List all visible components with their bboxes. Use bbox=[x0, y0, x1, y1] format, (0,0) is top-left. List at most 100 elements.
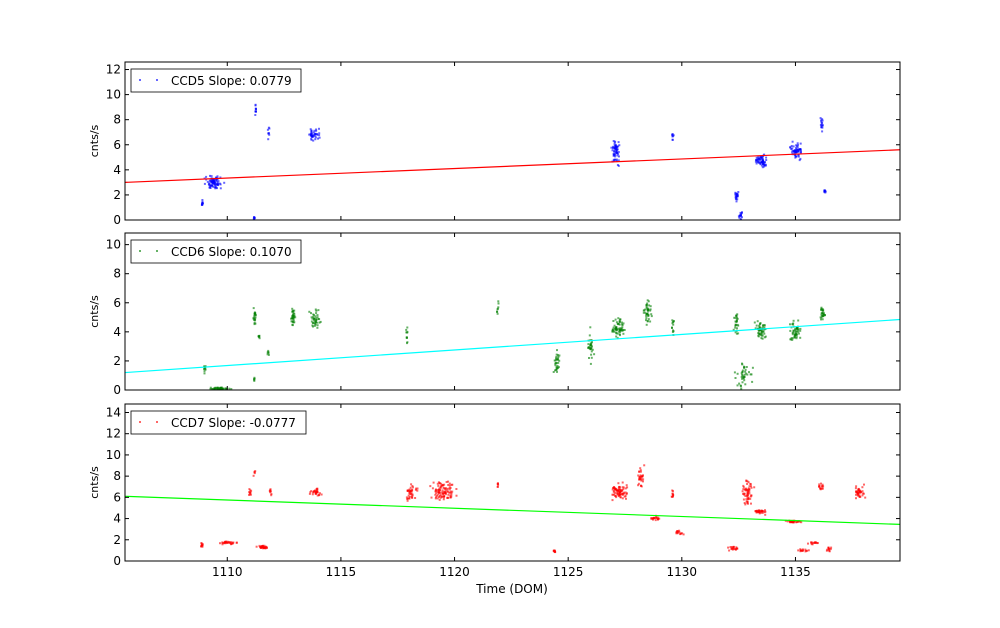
data-point bbox=[671, 133, 674, 136]
data-point bbox=[314, 308, 317, 311]
data-point bbox=[734, 197, 737, 200]
data-point bbox=[209, 386, 212, 389]
data-point bbox=[268, 133, 271, 136]
data-point bbox=[613, 488, 616, 491]
data-point bbox=[616, 148, 619, 151]
data-point bbox=[254, 114, 257, 116]
data-point bbox=[441, 495, 443, 498]
data-point bbox=[861, 486, 864, 489]
data-point bbox=[654, 519, 657, 522]
data-point bbox=[259, 546, 262, 549]
data-point bbox=[792, 145, 795, 148]
data-point bbox=[614, 158, 617, 161]
data-point bbox=[449, 491, 452, 494]
data-point bbox=[670, 495, 673, 498]
data-point bbox=[623, 491, 626, 494]
data-point bbox=[741, 381, 744, 384]
data-point bbox=[761, 334, 764, 337]
data-point bbox=[758, 326, 761, 329]
data-point bbox=[310, 312, 312, 315]
data-point bbox=[741, 377, 743, 380]
data-point bbox=[406, 498, 409, 500]
data-point bbox=[757, 160, 760, 163]
data-point bbox=[645, 307, 648, 310]
data-point bbox=[613, 143, 616, 146]
data-point bbox=[741, 211, 743, 214]
data-point bbox=[444, 490, 447, 493]
data-point bbox=[206, 180, 209, 183]
data-point bbox=[672, 490, 674, 493]
data-point bbox=[640, 479, 643, 482]
fit-line bbox=[125, 495, 900, 526]
data-point bbox=[761, 510, 763, 513]
data-point bbox=[799, 327, 802, 330]
legend-label: CCD5 Slope: 0.0779 bbox=[171, 74, 292, 88]
data-point bbox=[761, 337, 764, 340]
data-point bbox=[315, 312, 318, 315]
data-point bbox=[625, 484, 628, 487]
data-point bbox=[442, 498, 445, 501]
data-point bbox=[496, 310, 498, 313]
data-point bbox=[655, 516, 658, 519]
data-point bbox=[794, 332, 797, 335]
data-point bbox=[221, 543, 224, 546]
data-point bbox=[435, 490, 437, 493]
data-point bbox=[436, 482, 439, 485]
data-point bbox=[649, 305, 652, 308]
data-point bbox=[732, 548, 735, 550]
data-point bbox=[740, 212, 743, 215]
data-point bbox=[638, 470, 641, 473]
y-tick-label: 12 bbox=[106, 63, 121, 77]
data-point bbox=[437, 491, 440, 494]
data-point bbox=[309, 491, 312, 494]
data-point bbox=[795, 333, 798, 336]
data-point bbox=[749, 495, 752, 498]
data-point bbox=[791, 337, 794, 340]
data-point bbox=[765, 159, 768, 161]
data-point bbox=[744, 488, 747, 491]
data-point bbox=[789, 323, 791, 326]
data-point bbox=[617, 493, 620, 496]
data-point bbox=[821, 485, 824, 488]
data-point bbox=[248, 493, 250, 496]
data-point bbox=[672, 330, 675, 333]
data-point bbox=[230, 388, 233, 390]
data-point bbox=[318, 127, 320, 130]
data-point bbox=[858, 490, 861, 493]
data-point bbox=[637, 474, 640, 477]
data-point bbox=[755, 511, 758, 514]
data-point bbox=[757, 329, 760, 331]
data-point bbox=[760, 337, 763, 340]
data-point bbox=[797, 144, 799, 147]
data-point bbox=[822, 313, 825, 316]
data-point bbox=[315, 488, 318, 491]
data-point bbox=[209, 181, 212, 184]
data-point bbox=[618, 327, 621, 330]
data-point bbox=[827, 546, 830, 549]
data-point bbox=[821, 318, 824, 321]
data-point bbox=[734, 331, 737, 334]
data-point bbox=[312, 139, 315, 142]
data-point bbox=[745, 498, 748, 501]
data-point bbox=[265, 546, 268, 549]
data-point bbox=[644, 311, 647, 314]
data-point bbox=[742, 492, 744, 495]
data-point bbox=[292, 312, 295, 315]
data-point bbox=[821, 312, 824, 314]
data-point bbox=[314, 323, 317, 326]
data-point bbox=[754, 160, 757, 163]
data-point bbox=[441, 491, 444, 494]
data-point bbox=[589, 344, 592, 347]
data-point bbox=[623, 329, 626, 331]
data-point bbox=[270, 493, 273, 495]
data-point bbox=[318, 321, 321, 324]
data-point bbox=[267, 353, 270, 356]
data-point bbox=[755, 156, 758, 159]
data-point bbox=[411, 485, 414, 487]
data-point bbox=[318, 134, 321, 137]
data-point bbox=[735, 332, 738, 335]
data-point bbox=[408, 496, 411, 498]
data-point bbox=[797, 549, 800, 552]
data-point bbox=[555, 357, 557, 360]
data-point bbox=[639, 478, 642, 481]
